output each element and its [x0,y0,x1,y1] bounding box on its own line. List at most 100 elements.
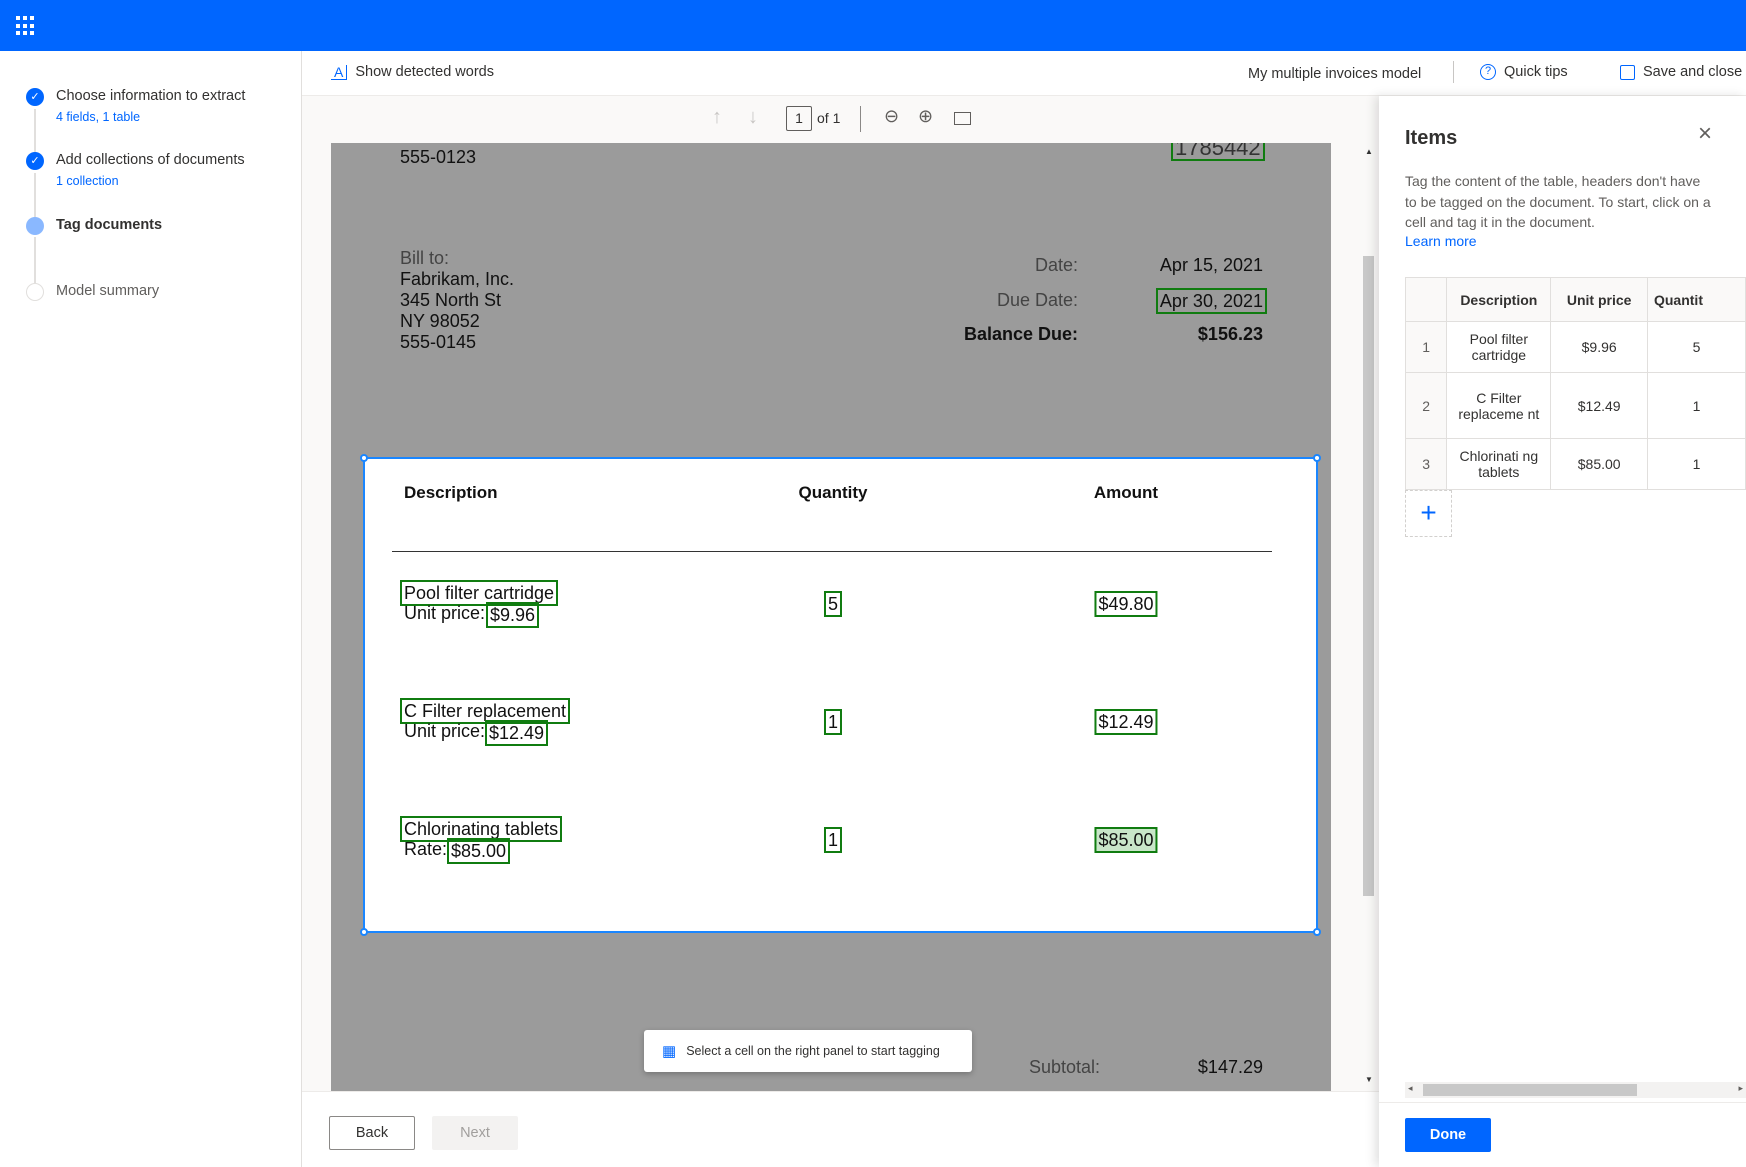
footer: Back Next [302,1091,1379,1167]
doc-text: Subtotal: [1028,1057,1100,1077]
learn-more-link[interactable]: Learn more [1405,233,1477,249]
horizontal-scrollbar[interactable]: ◂ ▸ [1405,1082,1746,1098]
scroll-right-icon[interactable]: ▸ [1738,1083,1743,1093]
row-number-header [1404,277,1448,322]
doc-text: Unit price: [404,721,486,741]
top-bar [0,0,1746,51]
resize-handle[interactable] [360,454,368,462]
panel-description: Tag the content of the table, headers do… [1405,173,1711,231]
tagging-hint-toast: ▦ Select a cell on the right panel to st… [644,1030,972,1072]
table-cell[interactable]: 5 [1646,321,1746,373]
save-and-close-label: Save and close [1643,64,1743,80]
row-number: 1 [1404,321,1448,373]
step-2-subtitle[interactable]: 1 collection [56,174,119,188]
doc-header-quantity: Quantity [798,483,868,502]
done-button[interactable]: Done [1405,1118,1491,1152]
tagged-quantity[interactable]: 5 [823,591,843,617]
scroll-left-icon[interactable]: ◂ [1408,1083,1413,1093]
divider [1379,1102,1746,1103]
tagged-unit-price[interactable]: $12.49 [485,720,549,746]
tagged-due-date[interactable]: Apr 30, 2021 [1155,288,1267,314]
invoice-document: 555-0123 1785442 Bill to: Fabrikam, Inc.… [331,143,1331,1091]
tagged-amount[interactable]: $12.49 [1094,709,1158,735]
app-launcher-icon[interactable] [16,16,36,36]
page-count: of 1 [817,110,841,126]
table-selection[interactable]: Description Quantity Amount Pool filter … [360,454,1321,936]
previous-page-icon[interactable]: ↑ [712,106,722,128]
table-cell[interactable]: $9.96 [1550,321,1648,373]
table-edit-icon: ▦ [662,1043,677,1060]
doc-text: Unit price: [404,603,486,623]
save-and-close-button[interactable]: Save and close [1620,64,1742,80]
toast-text: Select a cell on the right panel to star… [686,1044,940,1058]
toolbar: A Show detected words My multiple invoic… [302,51,1746,96]
next-page-icon[interactable]: ↓ [748,106,758,128]
add-row-button[interactable]: + [1405,490,1452,537]
check-icon: ✓ [26,152,44,170]
resize-handle[interactable] [1313,454,1321,462]
table-cell[interactable]: 1 [1646,438,1746,490]
doc-text: Date: [1034,255,1078,275]
tagged-quantity[interactable]: 1 [823,827,843,853]
vertical-scrollbar[interactable]: ▲ ▼ [1361,143,1376,1091]
tagged-invoice-number[interactable]: 1785442 [1171,143,1265,161]
column-header[interactable]: Quantit [1646,277,1746,322]
next-button[interactable]: Next [432,1116,518,1150]
column-header[interactable]: Unit price [1550,277,1648,322]
tagged-unit-price[interactable]: $9.96 [486,602,540,628]
step-connector [34,173,36,219]
table-cell[interactable]: $12.49 [1550,372,1648,439]
wizard-steps: ✓ Choose information to extract 4 fields… [0,51,302,1167]
scroll-up-icon[interactable]: ▲ [1365,147,1373,156]
items-table: Description Unit price Quantit 1 Pool fi… [1404,277,1746,490]
tagged-amount[interactable]: $49.80 [1094,591,1158,617]
row-number: 3 [1404,438,1448,490]
row-number: 2 [1404,372,1448,439]
table-cell[interactable]: Chlorinati ng tablets [1446,438,1552,490]
table-cell[interactable]: $85.00 [1550,438,1648,490]
help-icon: ? [1480,64,1496,80]
zoom-in-icon[interactable]: ⊕ [918,106,934,126]
table-cell[interactable]: Pool filter cartridge [1446,321,1552,373]
table-cell[interactable]: 1 [1646,372,1746,439]
step-2-title[interactable]: Add collections of documents [56,152,245,168]
resize-handle[interactable] [1313,928,1321,936]
doc-text: NY 98052 [400,311,480,331]
quick-tips-button[interactable]: ? Quick tips [1480,64,1568,80]
table-cell[interactable]: C Filter replaceme nt [1446,372,1552,439]
doc-text: Fabrikam, Inc. [400,269,515,289]
show-detected-words-button[interactable]: A Show detected words [331,64,494,80]
close-icon[interactable]: × [1698,120,1713,147]
step-connector [34,109,36,153]
doc-text: $156.23 [1197,324,1263,344]
step-connector [34,237,36,283]
fit-to-page-icon[interactable] [954,112,971,125]
check-icon: ✓ [26,88,44,106]
quick-tips-label: Quick tips [1504,64,1568,80]
table-header-row: Description Unit price Quantit [1404,277,1746,322]
back-button[interactable]: Back [329,1116,415,1150]
step-1-subtitle[interactable]: 4 fields, 1 table [56,110,141,124]
zoom-out-icon[interactable]: ⊖ [884,106,900,126]
tagged-unit-price[interactable]: $85.00 [447,838,511,864]
tagged-quantity[interactable]: 1 [823,709,843,735]
page-number-input[interactable]: 1 [786,106,812,131]
resize-handle[interactable] [360,928,368,936]
column-header[interactable]: Description [1446,277,1552,322]
tagged-description[interactable]: Chlorinating tablets [400,816,563,842]
doc-header-amount: Amount [1093,483,1159,502]
tagged-amount[interactable]: $85.00 [1094,827,1158,853]
scroll-down-icon[interactable]: ▼ [1365,1075,1373,1084]
tagged-description[interactable]: Pool filter cartridge [400,580,559,606]
items-panel: Items × Tag the content of the table, he… [1379,96,1746,1167]
scroll-thumb[interactable] [1363,256,1374,896]
doc-text: Rate: [404,839,448,859]
rule [392,551,1272,552]
step-1-title[interactable]: Choose information to extract [56,88,246,104]
doc-header-description: Description [404,483,498,502]
model-name: My multiple invoices model [1248,66,1422,82]
doc-text: 345 North St [400,290,502,310]
scroll-thumb[interactable] [1423,1084,1637,1096]
divider [860,106,861,132]
doc-text: 555-0145 [400,332,477,352]
